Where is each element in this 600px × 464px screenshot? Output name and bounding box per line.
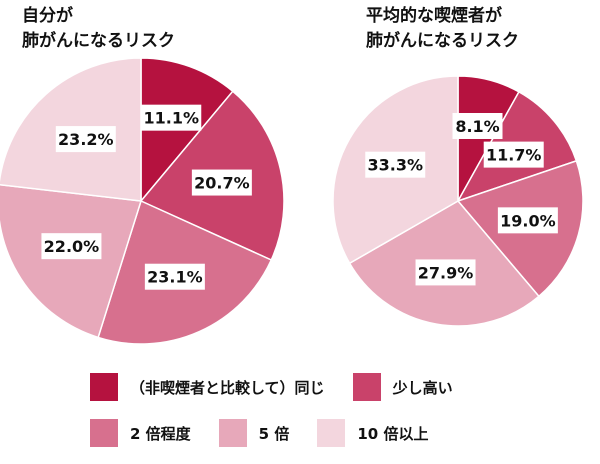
legend-swatch (352, 373, 381, 401)
chart-title-line: 肺がんになるリスク (366, 31, 519, 51)
legend-row: 2 倍程度 5 倍 10 倍以上 (90, 418, 590, 448)
legend-label: 2 倍程度 (130, 424, 191, 443)
data-label: 23.2% (58, 130, 114, 149)
data-label: 8.1% (455, 117, 499, 136)
legend-label: （非喫煙者と比較して）同じ (130, 378, 325, 397)
data-label-box (483, 141, 544, 168)
legend-swatch (218, 419, 247, 447)
data-label-box (41, 233, 102, 260)
legend-swatch (90, 373, 118, 401)
data-label-box (55, 126, 116, 153)
data-label-box (452, 112, 503, 139)
data-label-box (415, 259, 476, 286)
data-label: 11.7% (486, 146, 542, 165)
pie-charts: 11.1% 20.7% 23.1% 22.0% 23.2% 8.1% 11.7% 19.0% 2… (0, 57, 584, 345)
pie-chart: 11.1% 20.7% 23.1% 22.0% 23.2% (0, 57, 285, 345)
legend-label: 10 倍以上 (357, 424, 429, 443)
chart-title-line: 肺がんになるリスク (22, 31, 175, 51)
pie-slice (0, 184, 142, 339)
chart-title-average-smoker: 平均的な喫煙者が 肺がんになるリスク (366, 4, 519, 54)
data-label: 11.1% (144, 109, 200, 128)
data-label-box (141, 104, 202, 131)
legend-item-10x-or-more: 10 倍以上 (317, 419, 428, 447)
pie-chart: 8.1% 11.7% 19.0% 27.9% 33.3% (332, 75, 584, 327)
data-label: 22.0% (44, 237, 100, 256)
legend-swatch (90, 419, 118, 447)
data-label-box (365, 151, 426, 178)
data-label: 19.0% (500, 211, 556, 230)
data-label-box (144, 263, 205, 290)
chart-title-line: 平均的な喫煙者が (366, 6, 502, 26)
legend-item-5x: 5 倍 (218, 419, 290, 447)
legend-label: 5 倍 (258, 424, 290, 443)
legend-item-2x: 2 倍程度 (90, 419, 191, 447)
data-label: 33.3% (367, 156, 423, 175)
legend-swatch (317, 419, 346, 447)
data-label-box (497, 207, 558, 234)
data-label: 20.7% (194, 174, 250, 193)
data-label: 27.9% (418, 263, 474, 282)
chart-title-self: 自分が 肺がんになるリスク (22, 4, 175, 54)
legend-item-same: （非喫煙者と比較して）同じ (90, 373, 325, 401)
data-label-box (191, 169, 252, 196)
legend-row: （非喫煙者と比較して）同じ 少し高い (90, 372, 590, 402)
data-label: 23.1% (147, 268, 203, 287)
legend: （非喫煙者と比較して）同じ 少し高い 2 倍程度 5 倍 10 倍以上 (90, 372, 590, 464)
legend-label: 少し高い (392, 378, 453, 397)
chart-title-line: 自分が (22, 6, 73, 26)
legend-item-slightly-higher: 少し高い (352, 373, 453, 401)
